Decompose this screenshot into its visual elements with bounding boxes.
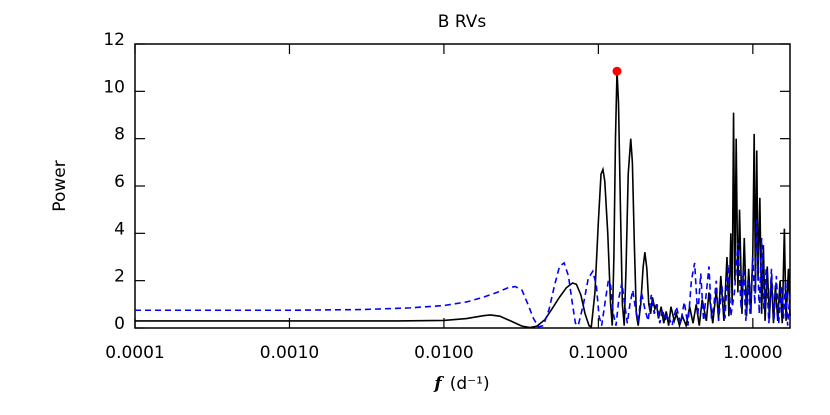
chart-title: B RVs (438, 12, 487, 32)
x-tick-label: 1.0000 (723, 343, 782, 363)
x-axis-label: f (d⁻¹) (433, 374, 489, 395)
x-label-symbol: f (433, 374, 444, 394)
peak-marker (612, 66, 622, 76)
y-tick-label: 0 (114, 314, 125, 334)
y-axis-label: Power (50, 160, 70, 211)
y-tick-label: 8 (114, 125, 125, 145)
x-tick-label: 0.0001 (105, 343, 164, 363)
x-label-unit: (d⁻¹) (450, 374, 490, 394)
x-tick-label: 0.0010 (260, 343, 319, 363)
series-line (135, 71, 791, 329)
y-tick-label: 10 (103, 77, 125, 97)
y-tick-label: 4 (114, 219, 125, 239)
series-line (135, 219, 791, 329)
y-tick-label: 12 (103, 30, 125, 50)
x-tick-label: 0.1000 (569, 343, 628, 363)
y-tick-label: 2 (114, 267, 125, 287)
x-tick-label: 0.0100 (414, 343, 473, 363)
y-tick-label: 6 (114, 172, 125, 192)
